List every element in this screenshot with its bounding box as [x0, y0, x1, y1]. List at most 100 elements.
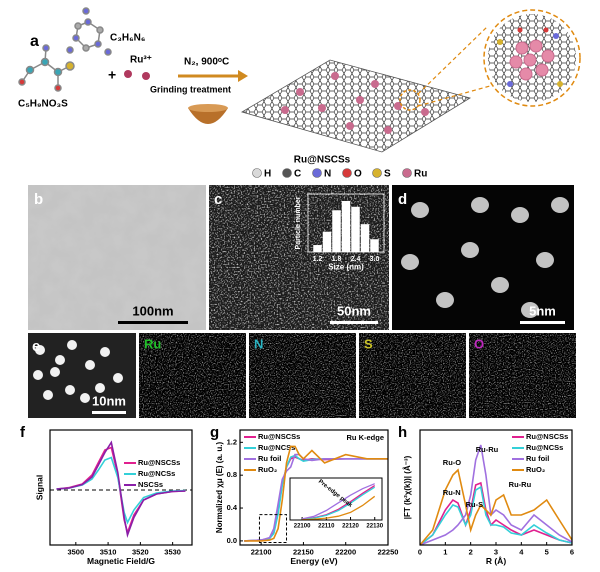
- histogram-bar: [313, 245, 322, 252]
- scale-bar: [92, 411, 126, 414]
- x-tick-label: 3510: [100, 547, 117, 556]
- atom-label: Ru: [414, 169, 427, 180]
- ru-ion: [124, 70, 132, 78]
- x-tick-label: 22110: [318, 524, 335, 530]
- x-tick-label: 3530: [164, 547, 181, 556]
- legend-label: Ru foil: [526, 454, 549, 463]
- plus-sign: +: [108, 67, 116, 83]
- map-tint: [249, 333, 356, 418]
- atom-swatch: [282, 168, 292, 178]
- arrow-head: [238, 70, 248, 82]
- x-tick-label: 6: [570, 547, 574, 556]
- panel-label: c: [214, 191, 222, 208]
- y-tick-label: 0.4: [227, 503, 238, 512]
- x-tick-label: 22100: [294, 524, 311, 530]
- peak-annotation: Ru-S: [466, 500, 484, 509]
- ru-ion: [142, 72, 150, 80]
- map-label: S: [364, 336, 373, 351]
- series-line: [419, 485, 573, 546]
- ru-cluster-zoom: [509, 39, 555, 81]
- particle: [521, 302, 539, 318]
- peak-annotation: Ru-Ru: [509, 480, 532, 489]
- particle: [491, 277, 509, 293]
- x-axis-label: Size (nm): [328, 263, 364, 272]
- map-label: O: [474, 336, 484, 351]
- x-tick-label: 5: [545, 547, 549, 556]
- particle: [35, 345, 45, 355]
- atom-swatch: [342, 168, 352, 178]
- ion-label: Ru³⁺: [130, 55, 152, 66]
- atom-legend: H C N O S Ru: [252, 168, 427, 180]
- edge-label: Ru K-edge: [347, 433, 385, 442]
- atom-swatch: [312, 168, 322, 178]
- map-tint: [359, 333, 466, 418]
- y-tick-label: 0.8: [227, 470, 237, 479]
- cysteine-molecule: [18, 44, 75, 92]
- legend-label: Ru@NCSs: [258, 443, 295, 452]
- series-line: [56, 440, 186, 539]
- legend-label: Ru@NSCSs: [138, 458, 180, 467]
- melamine-molecule: [66, 7, 112, 56]
- mortar-rim: [188, 104, 228, 112]
- plot-background: [290, 478, 382, 520]
- legend-label: Ru@NSCSs: [526, 432, 568, 441]
- zoom-line: [417, 25, 489, 95]
- particle: [43, 390, 53, 400]
- plot-frame: [289, 477, 383, 521]
- scale-bar: [520, 321, 565, 324]
- schematic: [18, 7, 581, 153]
- atom-label: H: [264, 169, 271, 180]
- particle: [551, 197, 569, 213]
- series-line: [302, 486, 376, 520]
- panel-label: e: [32, 338, 40, 355]
- particle: [436, 292, 454, 308]
- x-tick-label: 3520: [132, 547, 149, 556]
- histogram-bar: [360, 224, 370, 252]
- plot-frame: [307, 193, 385, 253]
- y-axis-label: Normalized χμ (E) (a. u.): [215, 442, 224, 534]
- particle: [85, 360, 95, 370]
- series-line: [302, 495, 376, 521]
- tem-texture: [28, 185, 206, 330]
- y-axis-label: Particle number: [295, 196, 302, 249]
- panel-label: b: [34, 191, 43, 208]
- x-axis-label: Magnetic Field/G: [87, 556, 155, 566]
- x-tick-label: 3.0: [370, 256, 380, 263]
- histogram-bar: [351, 206, 360, 252]
- zoom-box: [258, 514, 288, 544]
- scale-bar: [118, 321, 188, 324]
- map-label: Ru: [144, 336, 161, 351]
- atom-label: S: [384, 169, 391, 180]
- element-maps: Ru N S O: [139, 333, 576, 418]
- legend-label: Ru@NSCSs: [258, 432, 300, 441]
- particle: [67, 340, 77, 350]
- series-line: [419, 444, 573, 546]
- particle: [55, 355, 65, 365]
- map-label: N: [254, 336, 263, 351]
- peak-annotation: Ru-O: [443, 458, 461, 467]
- scale-bar-label: 5nm: [529, 303, 556, 318]
- x-tick-label: 22120: [342, 524, 359, 530]
- atom-label: C: [294, 169, 301, 180]
- histogram-bar: [332, 210, 341, 252]
- particle: [461, 242, 479, 258]
- particle: [33, 370, 43, 380]
- particle: [100, 347, 110, 357]
- particles: [33, 340, 123, 403]
- process: Grinding treatment: [150, 84, 231, 94]
- histogram-bar: [341, 200, 351, 252]
- particle: [511, 207, 529, 223]
- y-axis-label: |FT (k²χ(k))| (Å⁻³): [403, 455, 412, 519]
- particle: [401, 254, 419, 270]
- panel-label: f: [20, 424, 26, 441]
- map-tint: [139, 333, 246, 418]
- particle: [536, 252, 554, 268]
- legend-label: RuO₂: [258, 465, 277, 474]
- particles: [401, 197, 569, 318]
- y-tick-label: 1.2: [227, 437, 237, 446]
- atom-swatch: [372, 168, 382, 178]
- panel-label: d: [398, 191, 407, 208]
- x-tick-label: 0: [418, 547, 422, 556]
